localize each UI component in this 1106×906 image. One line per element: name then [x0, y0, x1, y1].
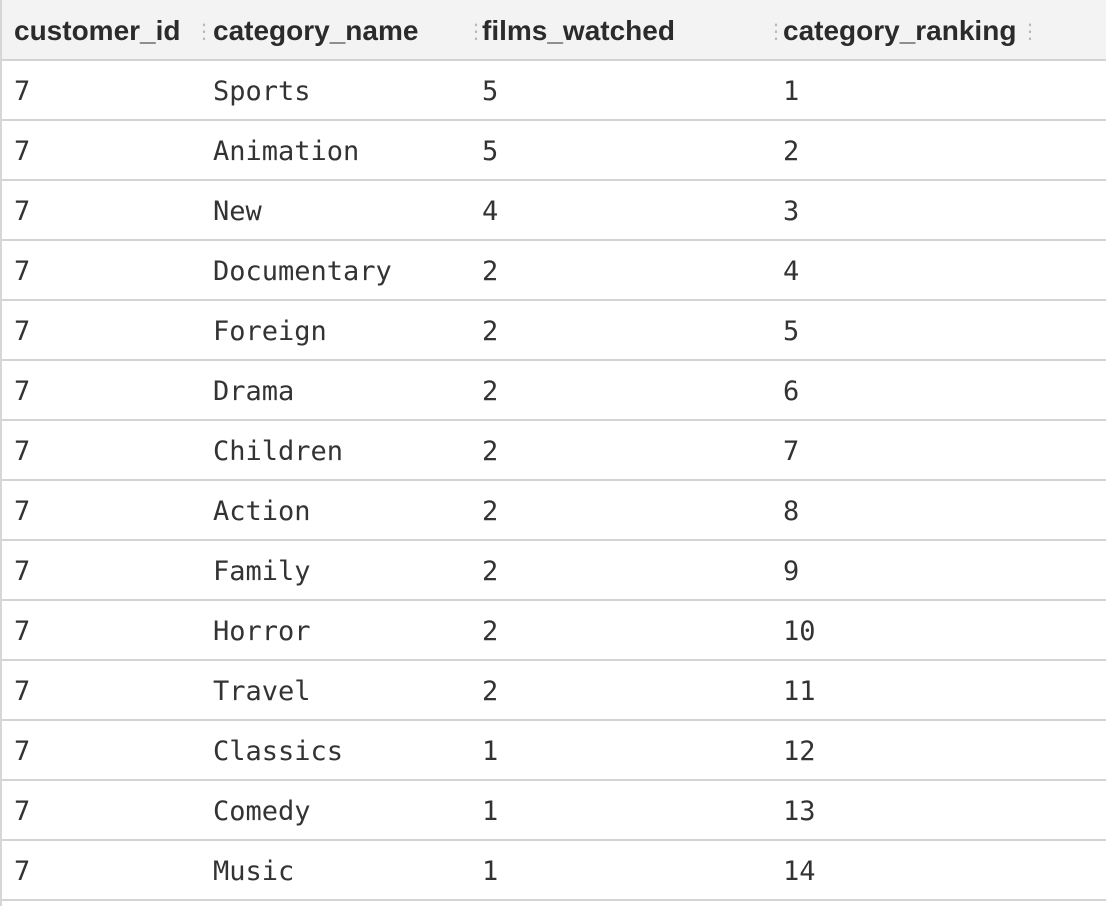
table-row[interactable]: 7 Horror 2 10 — [2, 601, 1106, 661]
cell-category-name[interactable]: Animation — [213, 136, 360, 167]
cell-category-name[interactable]: Foreign — [213, 316, 327, 347]
column-header-category-name[interactable]: category_name — [213, 15, 419, 46]
cell-category-name[interactable]: Action — [213, 496, 311, 527]
cell-category-ranking[interactable]: 9 — [783, 556, 800, 587]
cell-category-name[interactable]: Family — [213, 556, 311, 587]
table-row[interactable]: 7 Animation 5 2 — [2, 121, 1106, 181]
column-header-category-ranking[interactable]: category_ranking — [783, 15, 1017, 46]
cell-category-ranking[interactable]: 8 — [783, 496, 800, 527]
table-row[interactable]: 7 Documentary 2 4 — [2, 241, 1106, 301]
table-row[interactable]: 7 Music 1 14 — [2, 841, 1106, 901]
cell-films-watched[interactable]: 2 — [482, 256, 499, 287]
cell-category-name[interactable]: Music — [213, 856, 295, 887]
table-row[interactable]: 7 Family 2 9 — [2, 541, 1106, 601]
cell-customer-id[interactable]: 7 — [14, 496, 31, 527]
table-row[interactable]: 7 Classics 1 12 — [2, 721, 1106, 781]
cell-category-ranking[interactable]: 10 — [783, 616, 816, 647]
cell-category-name[interactable]: New — [213, 196, 262, 227]
cell-films-watched[interactable]: 4 — [482, 196, 499, 227]
cell-category-name[interactable]: Drama — [213, 376, 295, 407]
cell-films-watched[interactable]: 2 — [482, 376, 499, 407]
cell-customer-id[interactable]: 7 — [14, 796, 31, 827]
cell-customer-id[interactable]: 7 — [14, 136, 31, 167]
cell-customer-id[interactable]: 7 — [14, 556, 31, 587]
cell-films-watched[interactable]: 1 — [482, 796, 499, 827]
column-resize-handle-icon[interactable]: ⋮ — [1020, 19, 1040, 43]
cell-customer-id[interactable]: 7 — [14, 376, 31, 407]
cell-category-name[interactable]: Classics — [213, 736, 344, 767]
cell-category-name[interactable]: Sports — [213, 76, 311, 107]
cell-category-name[interactable]: Horror — [213, 616, 311, 647]
cell-category-ranking[interactable]: 6 — [783, 376, 800, 407]
cell-films-watched[interactable]: 5 — [482, 76, 499, 107]
cell-category-name[interactable]: Travel — [213, 676, 311, 707]
cell-customer-id[interactable]: 7 — [14, 436, 31, 467]
cell-customer-id[interactable]: 7 — [14, 856, 31, 887]
cell-films-watched[interactable]: 2 — [482, 676, 499, 707]
cell-customer-id[interactable]: 7 — [14, 76, 31, 107]
table-row[interactable]: 7 Comedy 1 13 — [2, 781, 1106, 841]
column-header-customer-id[interactable]: customer_id — [14, 15, 181, 46]
table-row[interactable]: 7 New 4 3 — [2, 181, 1106, 241]
grid-header: customer_id ⋮ category_name ⋮ films_watc… — [2, 0, 1106, 61]
column-header-films-watched[interactable]: films_watched — [482, 15, 675, 46]
table-row[interactable]: 7 Action 2 8 — [2, 481, 1106, 541]
cell-customer-id[interactable]: 7 — [14, 736, 31, 767]
cell-category-ranking[interactable]: 12 — [783, 736, 816, 767]
table-row[interactable]: 7 Children 2 7 — [2, 421, 1106, 481]
cell-category-name[interactable]: Documentary — [213, 256, 392, 287]
cell-category-ranking[interactable]: 4 — [783, 256, 800, 287]
cell-films-watched[interactable]: 2 — [482, 556, 499, 587]
column-resize-handle-icon[interactable]: ⋮ — [194, 19, 214, 43]
cell-films-watched[interactable]: 1 — [482, 856, 499, 887]
cell-films-watched[interactable]: 2 — [482, 316, 499, 347]
cell-customer-id[interactable]: 7 — [14, 256, 31, 287]
cell-films-watched[interactable]: 5 — [482, 136, 499, 167]
cell-customer-id[interactable]: 7 — [14, 676, 31, 707]
cell-customer-id[interactable]: 7 — [14, 616, 31, 647]
cell-category-ranking[interactable]: 3 — [783, 196, 800, 227]
cell-customer-id[interactable]: 7 — [14, 316, 31, 347]
cell-films-watched[interactable]: 2 — [482, 436, 499, 467]
column-resize-handle-icon[interactable]: ⋮ — [766, 19, 786, 43]
cell-films-watched[interactable]: 1 — [482, 736, 499, 767]
cell-category-ranking[interactable]: 11 — [783, 676, 816, 707]
column-resize-handle-icon[interactable]: ⋮ — [466, 19, 486, 43]
cell-category-ranking[interactable]: 5 — [783, 316, 800, 347]
table-row[interactable]: 7 Drama 2 6 — [2, 361, 1106, 421]
cell-category-ranking[interactable]: 13 — [783, 796, 816, 827]
table-row[interactable]: 7 Sports 5 1 — [2, 61, 1106, 121]
table-row[interactable]: 7 Foreign 2 5 — [2, 301, 1106, 361]
cell-films-watched[interactable]: 2 — [482, 616, 499, 647]
cell-category-name[interactable]: Children — [213, 436, 344, 467]
cell-category-ranking[interactable]: 2 — [783, 136, 800, 167]
cell-category-ranking[interactable]: 1 — [783, 76, 800, 107]
cell-category-name[interactable]: Comedy — [213, 796, 311, 827]
table-row[interactable]: 7 Travel 2 11 — [2, 661, 1106, 721]
cell-customer-id[interactable]: 7 — [14, 196, 31, 227]
cell-films-watched[interactable]: 2 — [482, 496, 499, 527]
cell-category-ranking[interactable]: 7 — [783, 436, 800, 467]
cell-category-ranking[interactable]: 14 — [783, 856, 816, 887]
